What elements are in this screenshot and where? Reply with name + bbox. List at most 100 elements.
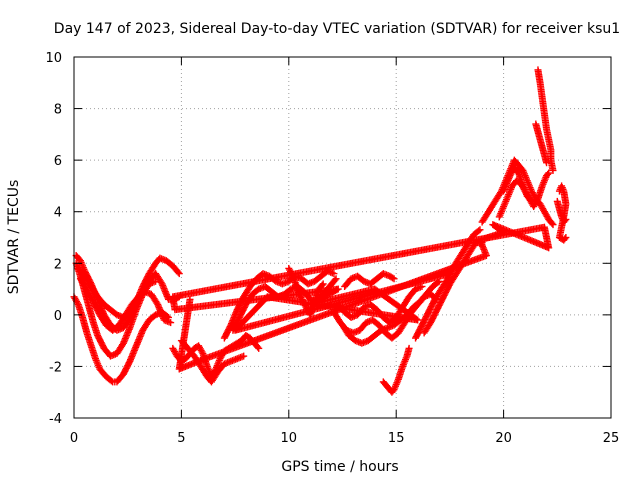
data-point [175, 270, 183, 278]
data-point [422, 284, 436, 298]
data-point [319, 280, 327, 288]
data-point [536, 136, 546, 150]
data-point [431, 287, 444, 303]
data-point [528, 197, 536, 205]
data-point [433, 294, 447, 314]
data-point [265, 293, 422, 324]
data-point [330, 270, 338, 278]
x-tick-label: 15 [388, 431, 405, 446]
data-point [429, 278, 442, 290]
data-point [549, 166, 557, 174]
data-point [332, 275, 340, 283]
data-point [399, 354, 410, 370]
data-point [470, 227, 483, 239]
data-point [390, 377, 402, 394]
data-point [132, 328, 146, 350]
data-point [500, 173, 513, 195]
data-point [545, 215, 556, 227]
data-point [167, 319, 175, 327]
x-tick-label: 0 [70, 431, 78, 446]
data-point [119, 325, 133, 347]
data-point [139, 317, 152, 334]
data-point [369, 316, 382, 328]
data-point [446, 270, 454, 278]
series-arc-v [532, 120, 551, 167]
data-point [339, 321, 352, 338]
x-tick-label: 10 [281, 431, 298, 446]
data-point [541, 225, 553, 252]
data-point [122, 302, 135, 319]
data-point [102, 373, 115, 385]
y-axis-title: SDTVAR / TECUs [6, 180, 22, 295]
chart-title: Day 147 of 2023, Sidereal Day-to-day VTE… [54, 21, 620, 37]
series-arc-t [500, 164, 536, 205]
series-arc-a [70, 293, 173, 386]
data-point [403, 346, 413, 360]
data-point [500, 194, 511, 211]
data-point [360, 277, 373, 287]
y-tick-label: 4 [54, 206, 62, 221]
plot-frame [73, 56, 612, 419]
y-tick-label: 6 [54, 154, 62, 169]
data-point [195, 342, 206, 356]
data-point [147, 290, 161, 307]
data-point [94, 293, 107, 307]
data-point [515, 169, 526, 188]
data-point [145, 261, 159, 278]
data-point [405, 344, 413, 352]
y-tick-label: -2 [49, 360, 62, 375]
x-tick-label: 20 [495, 431, 512, 446]
x-tick-labels: 0 5 10 15 20 25 [70, 431, 619, 446]
data-point [491, 189, 505, 205]
data-point [100, 344, 113, 359]
data-point [358, 337, 371, 347]
data-point [558, 182, 567, 193]
data-point [255, 344, 263, 352]
data-point [532, 120, 542, 134]
y-tick-label: 8 [54, 103, 62, 118]
x-tick-label: 25 [603, 431, 620, 446]
data-point [562, 215, 570, 223]
data-point [220, 358, 233, 368]
data-point [87, 342, 99, 361]
data-point [439, 281, 453, 301]
y-tick-label: 10 [45, 51, 62, 66]
series-arc-u [534, 66, 557, 174]
data-point [326, 276, 339, 290]
series-arc-m [341, 270, 398, 290]
data-point [390, 317, 403, 329]
data-point [390, 275, 398, 283]
series-arc-o [379, 344, 413, 396]
y-tick-label: 0 [54, 309, 62, 324]
data-point [85, 303, 97, 325]
data-point [175, 355, 208, 373]
y-tick-label: 2 [54, 257, 62, 272]
series-arc-q [420, 239, 486, 337]
data-point [170, 223, 548, 301]
x-tick-label: 5 [177, 431, 185, 446]
series-arc-x [553, 197, 570, 226]
data-point [91, 355, 103, 371]
data-point [83, 329, 95, 348]
series-scatter-extra [169, 221, 553, 373]
data-point [446, 271, 459, 288]
y-tick-labels: -4 -2 0 2 4 6 8 10 [45, 51, 62, 427]
data-point [545, 169, 553, 177]
data-point [94, 331, 107, 351]
data-point [394, 320, 408, 337]
y-tick-label: -4 [49, 412, 62, 427]
data-point [384, 383, 395, 395]
data-point [523, 177, 535, 193]
data-point [366, 276, 380, 288]
data-point [530, 196, 541, 211]
data-point [154, 301, 168, 322]
data-point [536, 200, 548, 214]
data-point [240, 352, 248, 360]
data-point [536, 79, 546, 101]
axis-ticks [73, 56, 612, 419]
x-axis-title: GPS time / hours [281, 459, 398, 475]
data-point [119, 359, 133, 378]
data-point [562, 234, 570, 241]
data-point [540, 208, 552, 222]
